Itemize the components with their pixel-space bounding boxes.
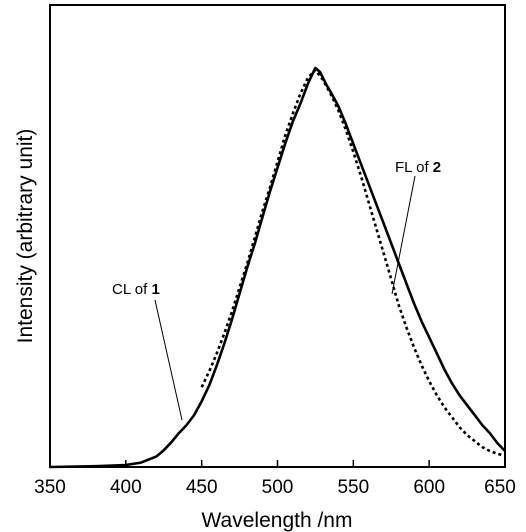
x-tick-label-650: 650 <box>484 477 516 498</box>
x-tick-label-400: 400 <box>110 477 142 498</box>
plot-frame <box>49 4 506 468</box>
annotation-fl-bold: 2 <box>433 159 441 176</box>
annotation-fl-leader-line <box>391 175 416 295</box>
x-tick-label-600: 600 <box>413 477 445 498</box>
series-layer <box>49 66 506 469</box>
x-tick-label-500: 500 <box>262 477 294 498</box>
x-axis-label: Wavelength /nm <box>202 509 353 532</box>
y-axis-label: Intensity (arbitrary unit) <box>14 129 37 344</box>
annotation-cl-label: CL of 1 <box>112 281 160 298</box>
annotation-fl-label: FL of 2 <box>395 159 441 176</box>
x-tick-label-450: 450 <box>186 477 218 498</box>
annotation-cl-leader-line <box>154 299 183 421</box>
annotation-cl-bold: 1 <box>151 281 159 298</box>
x-tick-label-550: 550 <box>337 477 369 498</box>
annotation-cl-prefix: CL of <box>112 281 151 298</box>
series-line-fl-dotted <box>200 68 506 458</box>
annotation-fl-prefix: FL of <box>395 159 433 176</box>
x-tick-label-350: 350 <box>34 477 66 498</box>
x-axis-tick-labels: 350 400 450 500 550 600 650 <box>34 477 516 498</box>
series-line-cl-solid <box>49 66 506 469</box>
